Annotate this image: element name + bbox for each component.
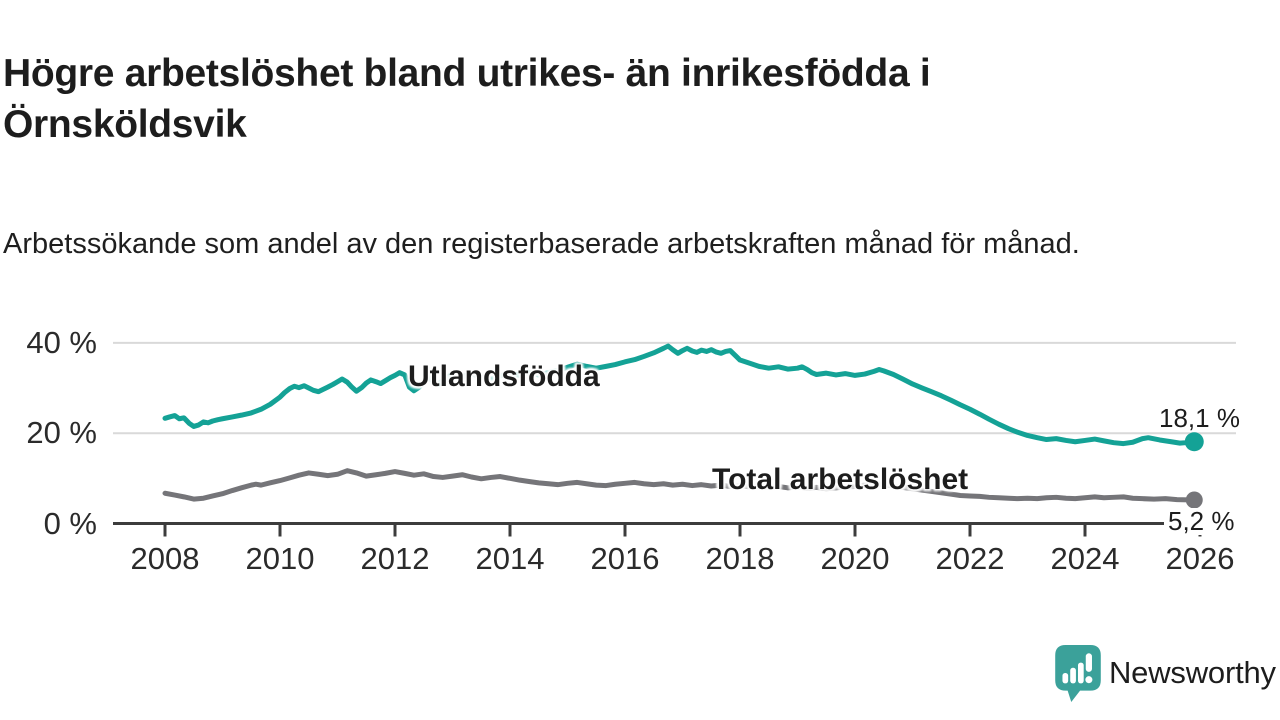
x-tick-label: 2016 (590, 541, 660, 576)
x-tick-label: 2026 (1165, 541, 1235, 576)
series-line-utlandsfodda (162, 343, 1197, 447)
end-value-label-total-arbetsloshet: 5,2 % (1164, 508, 1239, 535)
series-label-utlandsfodda: Utlandsfödda (408, 360, 600, 393)
series-endpoint-dot (1184, 432, 1204, 452)
chart-subtitle: Arbetssökande som andel av den registerb… (3, 228, 1080, 260)
newsworthy-logo: Newsworthy (1055, 645, 1276, 705)
x-tick-label: 2020 (820, 541, 890, 576)
newsworthy-bubble-chart-icon (1055, 645, 1101, 708)
page-title: Högre arbetslöshet bland utrikes- än inr… (3, 52, 931, 147)
y-tick-label: 40 % (26, 324, 97, 360)
x-tick-label: 2014 (475, 541, 545, 576)
series-label-total-arbetsloshet: Total arbetslöshet (712, 463, 969, 496)
y-tick-label: 0 % (43, 505, 97, 541)
series-line-total-arbetsloshet (162, 468, 1197, 503)
end-value-label-utlandsfodda: 18,1 % (1159, 403, 1240, 433)
x-tick-label: 2012 (360, 541, 430, 576)
x-tick-label: 2024 (1050, 541, 1120, 576)
x-tick-label: 2022 (935, 541, 1005, 576)
x-tick-label: 2018 (705, 541, 775, 576)
newsworthy-logo-text: Newsworthy (1109, 655, 1276, 690)
x-tick-label: 2010 (245, 541, 315, 576)
x-tick-label: 2008 (130, 541, 200, 576)
y-tick-label: 20 % (26, 415, 97, 451)
series-endpoint-dot (1185, 491, 1203, 509)
